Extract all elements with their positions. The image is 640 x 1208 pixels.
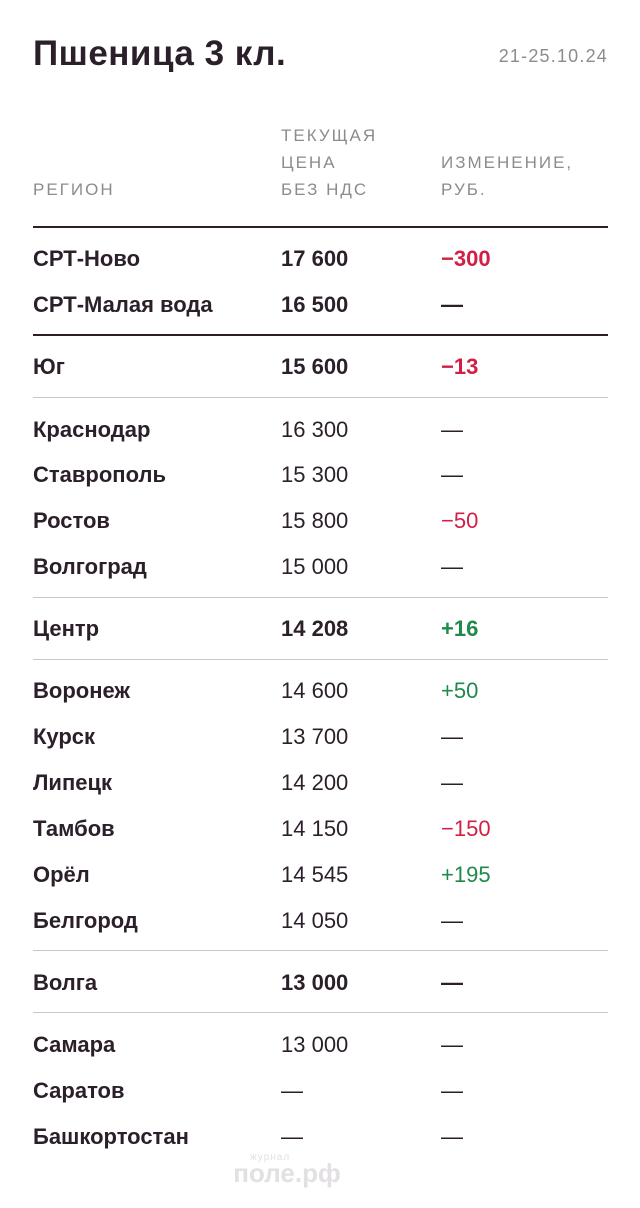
change-cell: — bbox=[441, 292, 463, 317]
change-cell: — bbox=[441, 462, 463, 487]
change-cell: — bbox=[441, 1078, 463, 1103]
table-row: Орёл 14 545 +195 bbox=[33, 860, 608, 890]
price-cell: 13 000 bbox=[281, 1032, 349, 1057]
column-header-price: ТЕКУЩАЯ ЦЕНА БЕЗ НДС bbox=[281, 122, 377, 203]
table-row: Юг 15 600 −13 bbox=[33, 352, 608, 382]
region-cell: Тамбов bbox=[33, 816, 115, 841]
change-cell: — bbox=[441, 970, 463, 995]
region-cell: Волга bbox=[33, 970, 98, 995]
price-cell: 16 500 bbox=[281, 292, 349, 317]
price-cell: 14 200 bbox=[281, 770, 349, 795]
table-row: Краснодар 16 300 — bbox=[33, 415, 608, 445]
change-cell: −150 bbox=[441, 816, 491, 841]
section-divider bbox=[33, 334, 608, 336]
region-cell: Саратов bbox=[33, 1078, 125, 1103]
change-cell: −50 bbox=[441, 508, 479, 533]
region-cell: Башкортостан bbox=[33, 1124, 189, 1149]
price-cell: — bbox=[281, 1124, 303, 1149]
region-cell: Краснодар bbox=[33, 417, 151, 442]
region-cell: СРТ-Ново bbox=[33, 246, 141, 271]
table-row: Ставрополь 15 300 — bbox=[33, 460, 608, 490]
column-header-line: ИЗМЕНЕНИЕ, bbox=[441, 153, 574, 172]
price-cell: 14 208 bbox=[281, 616, 349, 641]
column-header-line: БЕЗ НДС bbox=[281, 180, 369, 199]
region-cell: Волгоград bbox=[33, 554, 147, 579]
watermark-logo: журнал поле.рф bbox=[222, 1152, 352, 1192]
table-row: Ростов 15 800 −50 bbox=[33, 506, 608, 536]
change-cell: — bbox=[441, 1124, 463, 1149]
table-row: Курск 13 700 — bbox=[33, 722, 608, 752]
region-cell: Ростов bbox=[33, 508, 110, 533]
change-cell: — bbox=[441, 417, 463, 442]
change-cell: — bbox=[441, 908, 463, 933]
change-cell: — bbox=[441, 770, 463, 795]
table-row: СРТ-Ново 17 600 −300 bbox=[33, 244, 608, 274]
region-cell: Воронеж bbox=[33, 678, 131, 703]
price-cell: 14 600 bbox=[281, 678, 349, 703]
table-row: Липецк 14 200 — bbox=[33, 768, 608, 798]
table-row: Волга 13 000 — bbox=[33, 968, 608, 998]
region-cell: Орёл bbox=[33, 862, 90, 887]
region-cell: Юг bbox=[33, 354, 65, 379]
price-cell: 15 000 bbox=[281, 554, 349, 579]
row-divider bbox=[33, 397, 608, 398]
change-cell: +195 bbox=[441, 862, 491, 887]
column-header-line: РЕГИОН bbox=[33, 180, 115, 199]
change-cell: +50 bbox=[441, 678, 479, 703]
table-row: Самара 13 000 — bbox=[33, 1030, 608, 1060]
date-range: 21-25.10.24 bbox=[498, 46, 608, 66]
table-row: СРТ-Малая вода 16 500 — bbox=[33, 290, 608, 320]
price-table-page: Пшеница 3 кл. 21-25.10.24 РЕГИОН ТЕКУЩАЯ… bbox=[33, 0, 608, 1208]
row-divider bbox=[33, 1012, 608, 1013]
table-row: Тамбов 14 150 −150 bbox=[33, 814, 608, 844]
table-row: Воронеж 14 600 +50 bbox=[33, 676, 608, 706]
table-row: Центр 14 208 +16 bbox=[33, 614, 608, 644]
table-row: Белгород 14 050 — bbox=[33, 906, 608, 936]
watermark-logo-text: поле.рф bbox=[233, 1158, 341, 1188]
price-cell: 14 150 bbox=[281, 816, 349, 841]
change-cell: — bbox=[441, 1032, 463, 1057]
region-cell: СРТ-Малая вода bbox=[33, 292, 213, 317]
row-divider bbox=[33, 597, 608, 598]
price-cell: 13 700 bbox=[281, 724, 349, 749]
page-title: Пшеница 3 кл. bbox=[33, 34, 287, 73]
region-cell: Белгород bbox=[33, 908, 138, 933]
price-cell: — bbox=[281, 1078, 303, 1103]
table-row: Башкортостан — — bbox=[33, 1122, 608, 1152]
region-cell: Самара bbox=[33, 1032, 116, 1057]
column-header-change: ИЗМЕНЕНИЕ, РУБ. bbox=[441, 149, 573, 203]
table-row: Волгоград 15 000 — bbox=[33, 552, 608, 582]
column-header-region: РЕГИОН bbox=[33, 176, 115, 203]
region-cell: Центр bbox=[33, 616, 100, 641]
price-cell: 15 800 bbox=[281, 508, 349, 533]
price-cell: 15 600 bbox=[281, 354, 349, 379]
price-cell: 15 300 bbox=[281, 462, 349, 487]
price-cell: 14 050 bbox=[281, 908, 349, 933]
row-divider bbox=[33, 950, 608, 951]
header-divider bbox=[33, 226, 608, 228]
change-cell: — bbox=[441, 724, 463, 749]
watermark-logo-small: журнал bbox=[250, 1152, 291, 1163]
price-cell: 17 600 bbox=[281, 246, 349, 271]
region-cell: Ставрополь bbox=[33, 462, 166, 487]
change-cell: +16 bbox=[441, 616, 479, 641]
region-cell: Курск bbox=[33, 724, 96, 749]
price-cell: 14 545 bbox=[281, 862, 349, 887]
change-cell: −300 bbox=[441, 246, 491, 271]
price-cell: 16 300 bbox=[281, 417, 349, 442]
column-header-line: ТЕКУЩАЯ bbox=[281, 126, 378, 145]
region-cell: Липецк bbox=[33, 770, 113, 795]
table-row: Саратов — — bbox=[33, 1076, 608, 1106]
column-header-line: РУБ. bbox=[441, 180, 487, 199]
price-cell: 13 000 bbox=[281, 970, 349, 995]
change-cell: — bbox=[441, 554, 463, 579]
change-cell: −13 bbox=[441, 354, 479, 379]
row-divider bbox=[33, 659, 608, 660]
column-header-line: ЦЕНА bbox=[281, 153, 337, 172]
